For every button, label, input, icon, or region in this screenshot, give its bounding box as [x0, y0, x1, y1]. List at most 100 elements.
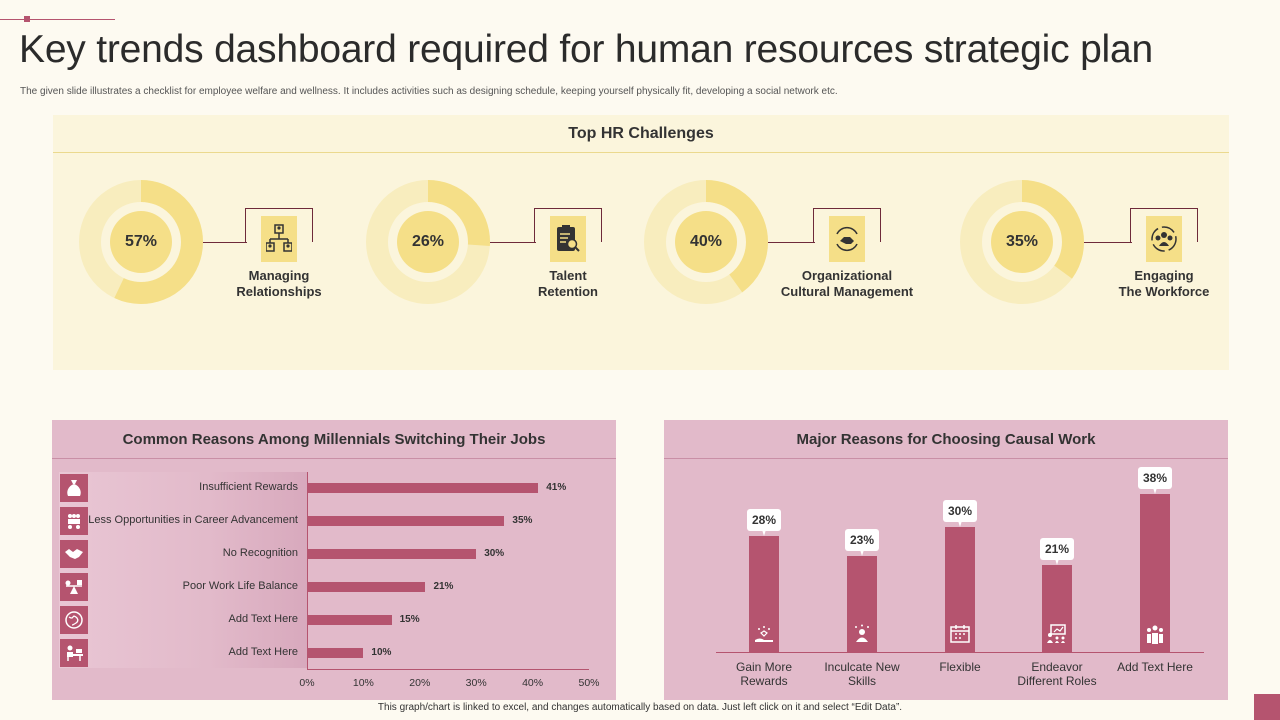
vbar-category-line: Add Text Here	[1117, 660, 1193, 674]
hbar-x-tick: 20%	[409, 677, 431, 689]
hbar-x-tick: 10%	[352, 677, 374, 689]
label-band	[59, 472, 307, 668]
challenge-donut	[960, 180, 1084, 304]
vbar-category-label: Inculcate New Skills	[807, 660, 917, 688]
hbar-category-label: Add Text Here	[228, 613, 298, 625]
donut-value: 35%	[991, 211, 1053, 273]
challenge-label-line2: Cultural Management	[780, 284, 914, 299]
vbar	[749, 535, 779, 652]
hbar-y-axis	[307, 472, 308, 669]
desk-worker-icon	[60, 639, 88, 667]
challenge-label-line1: Talent	[549, 268, 587, 283]
hbar	[307, 615, 392, 625]
challenge-label-line1: Managing	[248, 268, 310, 283]
hbar	[307, 582, 426, 592]
top-panel-heading: Top HR Challenges	[53, 115, 1229, 153]
group-icon	[1143, 622, 1167, 646]
challenge-label-line1: Engaging	[1134, 268, 1194, 283]
hbar-category-label: Insufficient Rewards	[199, 481, 298, 493]
hbar-category-label: Poor Work Life Balance	[182, 580, 298, 592]
vbar-value-label: 23%	[845, 529, 879, 552]
vbar-value-label: 38%	[1138, 467, 1172, 489]
money-bag-icon	[60, 474, 88, 502]
vbar-category-label: Add Text Here	[1100, 660, 1210, 674]
hbar-category-label: Less Opportunities in Career Advancement	[88, 514, 298, 526]
presentation-icon	[1045, 622, 1069, 646]
corner-decor	[1254, 694, 1280, 720]
donut-slice	[366, 180, 490, 304]
challenge-label-line1: Organizational	[801, 268, 893, 283]
donut-value: 40%	[675, 211, 737, 273]
vbar-value-label: 21%	[1040, 537, 1074, 560]
challenge-label: Organizational Cultural Management	[757, 268, 937, 300]
hbar-value-label: 41%	[546, 482, 567, 493]
connector-line	[203, 242, 247, 243]
hbar	[307, 483, 539, 493]
hand-stars-icon	[752, 622, 776, 646]
vbar-chart-title: Major Reasons for Choosing Causal Work	[664, 420, 1228, 459]
meeting-icon	[60, 507, 88, 535]
decor-line	[0, 19, 115, 20]
hbar-x-tick: 50%	[578, 677, 600, 689]
hbar-value-label: 35%	[512, 515, 533, 526]
vbar	[847, 556, 877, 652]
hbar-category-label: No Recognition	[222, 547, 298, 559]
hbar	[307, 516, 505, 526]
vbar-category-line: Different Roles	[1017, 674, 1097, 688]
vbar-category-label: Flexible	[905, 660, 1015, 674]
vbar-category-line: Endeavor	[1031, 660, 1083, 674]
donut-value: 57%	[110, 211, 172, 273]
handshake-cycle-icon	[829, 216, 865, 262]
calendar-icon	[948, 622, 972, 646]
handshake-icon	[60, 540, 88, 568]
hbar	[307, 648, 364, 658]
hbar-value-label: 30%	[484, 548, 505, 559]
team-cycle-icon	[1146, 216, 1182, 262]
challenge-label-line2: Retention	[538, 284, 598, 299]
donut-slice	[644, 180, 768, 304]
vbar-value-label: 30%	[943, 500, 977, 523]
hbar-category-label: Add Text Here	[228, 646, 298, 658]
decor-dot	[24, 16, 30, 22]
millennials-reasons-panel: Common Reasons Among Millennials Switchi…	[52, 420, 616, 700]
connector-line	[490, 242, 536, 243]
hbar-value-label: 15%	[399, 614, 420, 625]
challenge-label: Engaging The Workforce	[1074, 268, 1254, 300]
hbar-value-label: 21%	[433, 581, 454, 592]
challenge-label-line2: Relationships	[236, 284, 322, 299]
vbar-category-line: Rewards	[740, 674, 788, 688]
hbar-x-axis	[307, 669, 589, 670]
hbar-x-tick: 40%	[522, 677, 544, 689]
clipboard-search-icon	[550, 216, 586, 262]
vbar-category-label: Endeavor Different Roles	[1002, 660, 1112, 688]
icon-bracket	[1130, 208, 1198, 242]
hbar-x-tick: 30%	[465, 677, 487, 689]
vbar-category-line: Gain More	[735, 660, 793, 674]
challenge-label: Talent Retention	[478, 268, 658, 300]
icon-bracket	[534, 208, 602, 242]
person-stars-icon	[850, 622, 874, 646]
hbar-x-tick: 0%	[299, 677, 315, 689]
icon-bracket	[813, 208, 881, 242]
footer-note: This graph/chart is linked to excel, and…	[377, 702, 903, 713]
challenge-donut	[644, 180, 768, 304]
org-chart-icon	[261, 216, 297, 262]
donut-slice	[960, 180, 1084, 304]
connector-line	[1084, 242, 1132, 243]
challenge-label: Managing Relationships	[189, 268, 369, 300]
vbar-category-line: Flexible	[939, 660, 981, 674]
page-title: Key trends dashboard required for human …	[19, 28, 1154, 71]
vbar-category-line: Inculcate New	[824, 660, 900, 674]
vbar-category-label: Gain More Rewards	[709, 660, 819, 688]
vbar-category-line: Skills	[847, 674, 876, 688]
hbar	[307, 549, 477, 559]
vbar-x-axis	[716, 652, 1204, 653]
challenge-donut	[366, 180, 490, 304]
challenge-donut	[79, 180, 203, 304]
balance-icon	[60, 573, 88, 601]
donut-value: 26%	[397, 211, 459, 273]
donut-slice	[79, 180, 203, 304]
globe-icon	[60, 606, 88, 634]
challenge-label-line2: The Workforce	[1118, 284, 1210, 299]
page-subtitle: The given slide illustrates a checklist …	[20, 86, 838, 97]
